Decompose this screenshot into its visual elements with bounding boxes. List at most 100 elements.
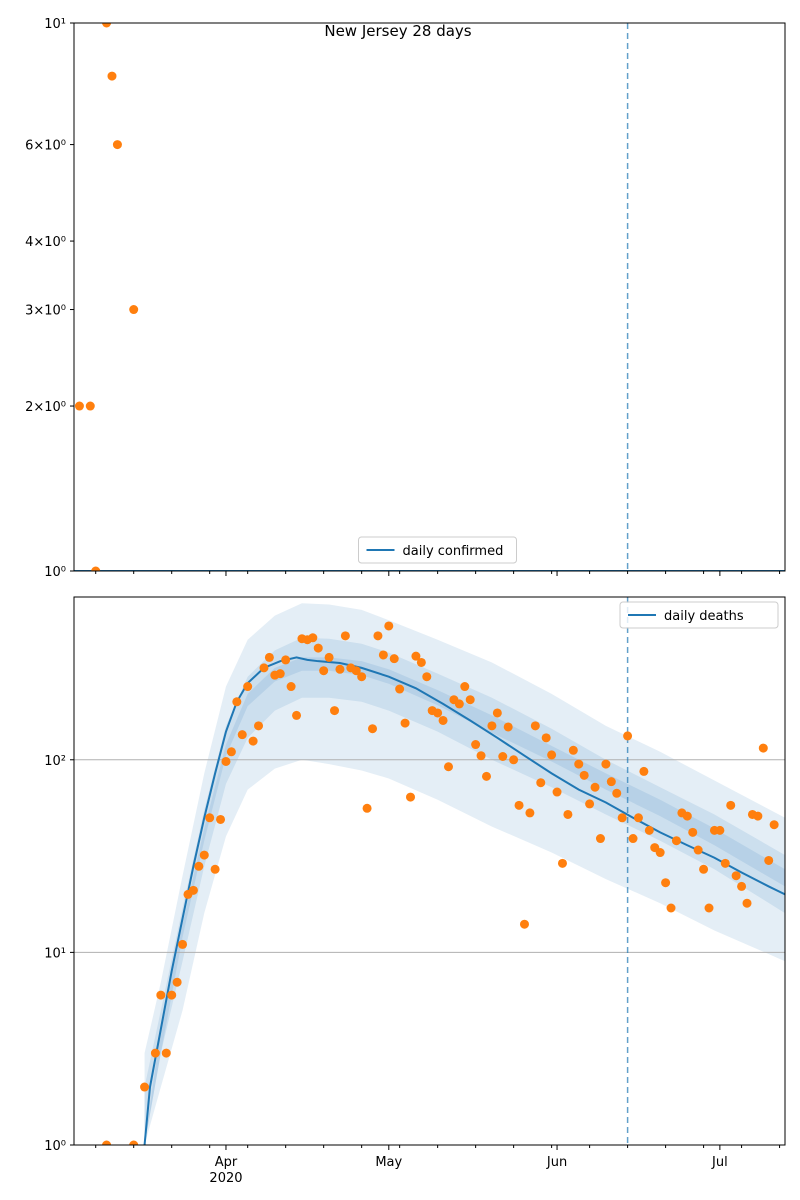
x-tick-label: Apr [215, 1155, 238, 1170]
data-point [568, 745, 578, 755]
data-point [389, 654, 399, 664]
data-point [552, 787, 562, 797]
y-tick-label: 10¹ [44, 17, 66, 32]
data-point [481, 771, 491, 781]
data-point [226, 747, 236, 757]
data-point [579, 770, 589, 780]
data-point [351, 666, 361, 676]
chart-title: New Jersey 28 days [324, 22, 471, 40]
data-point [373, 631, 383, 641]
data-point [541, 733, 551, 743]
data-point [254, 721, 264, 731]
data-point [688, 827, 698, 837]
data-point [243, 682, 253, 692]
legend: daily deaths [619, 601, 779, 629]
data-point [335, 664, 345, 674]
data-point [102, 1140, 112, 1145]
data-point [330, 706, 340, 716]
data-point [764, 855, 774, 865]
data-point [693, 845, 703, 855]
data-point [503, 722, 513, 732]
data-point [74, 401, 84, 411]
data-point [699, 864, 709, 874]
data-point [102, 23, 112, 28]
data-point [574, 759, 584, 769]
data-point [530, 721, 540, 731]
data-point [194, 861, 204, 871]
data-point [292, 710, 302, 720]
plot-area [74, 23, 785, 571]
data-point [476, 751, 486, 761]
data-point [682, 811, 692, 821]
data-point [487, 721, 497, 731]
legend-label: daily confirmed [403, 544, 504, 559]
data-point [395, 684, 405, 694]
data-point [313, 643, 323, 653]
data-point [140, 1082, 150, 1092]
data-point [498, 751, 508, 761]
data-point [248, 736, 258, 746]
data-point [237, 730, 247, 740]
legend-label: daily deaths [664, 609, 744, 624]
data-point [188, 885, 198, 895]
data-point [411, 651, 421, 661]
data-point [595, 834, 605, 844]
data-point [753, 811, 763, 821]
data-point [129, 1140, 139, 1145]
data-point [525, 808, 535, 818]
y-tick-label: 10⁰ [44, 565, 66, 580]
data-point [216, 814, 226, 824]
axes-frame [73, 596, 786, 1146]
data-point [378, 650, 388, 660]
x-tick-label: Jun [546, 1155, 567, 1170]
data-point [547, 750, 557, 760]
data-point [655, 848, 665, 858]
data-point [612, 788, 622, 798]
data-point [221, 756, 231, 766]
data-point [167, 990, 177, 1000]
data-point [563, 809, 573, 819]
data-point [340, 631, 350, 641]
data-point [606, 777, 616, 787]
data-point [671, 836, 681, 846]
data-point [205, 813, 215, 823]
data-point [308, 633, 318, 643]
data-point [357, 672, 367, 682]
data-point [557, 858, 567, 868]
legend-box [619, 601, 779, 629]
data-point [715, 825, 725, 835]
data-point [704, 903, 714, 913]
data-point [433, 708, 443, 718]
data-point [129, 305, 139, 315]
legend: daily confirmed [358, 536, 517, 564]
data-point [633, 813, 643, 823]
data-point [161, 1048, 171, 1058]
data-point [585, 799, 595, 809]
data-point [178, 939, 188, 949]
data-point [519, 919, 529, 929]
data-point [590, 782, 600, 792]
data-point [454, 699, 464, 709]
uncertainty-band-1 [144, 637, 785, 1145]
data-point [720, 858, 730, 868]
data-point [319, 666, 329, 676]
data-point [400, 718, 410, 728]
data-point [232, 697, 242, 707]
y-tick-label: 2×10⁰ [25, 400, 66, 415]
data-point [628, 834, 638, 844]
data-point [210, 864, 220, 874]
data-point [661, 878, 671, 888]
data-point [368, 724, 378, 734]
data-point [666, 903, 676, 913]
data-point [112, 140, 122, 150]
data-point [460, 682, 470, 692]
data-point [601, 759, 611, 769]
y-tick-label: 10⁰ [44, 1139, 66, 1154]
data-point [742, 898, 752, 908]
data-point [281, 655, 291, 665]
data-point [465, 695, 475, 705]
data-point [731, 871, 741, 881]
axes-frame [73, 22, 786, 572]
data-point [443, 762, 453, 772]
